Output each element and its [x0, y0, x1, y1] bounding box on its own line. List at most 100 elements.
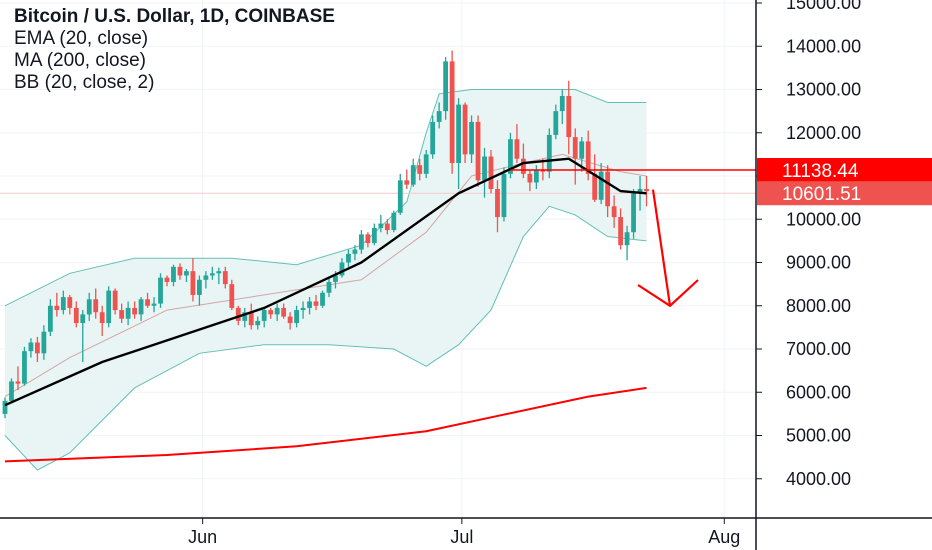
candle-body[interactable]	[339, 262, 345, 276]
candle-body[interactable]	[190, 271, 196, 295]
candle-body[interactable]	[359, 234, 364, 250]
candle-body[interactable]	[605, 171, 611, 207]
candle-body[interactable]	[248, 312, 254, 326]
candle-body[interactable]	[572, 137, 578, 159]
candle-body[interactable]	[138, 299, 144, 315]
candle-body[interactable]	[333, 275, 338, 282]
candle-body[interactable]	[521, 158, 526, 174]
candle-body[interactable]	[203, 275, 209, 280]
candle-body[interactable]	[222, 271, 228, 285]
candle-body[interactable]	[501, 173, 507, 218]
candle-body[interactable]	[585, 141, 591, 174]
candle-body[interactable]	[436, 111, 442, 122]
candle-body[interactable]	[54, 305, 60, 311]
candle-body[interactable]	[527, 173, 533, 183]
candle-body[interactable]	[67, 297, 73, 308]
candle-body[interactable]	[99, 312, 105, 324]
candle-body[interactable]	[268, 310, 274, 315]
candle-body[interactable]	[171, 266, 176, 282]
candle-body[interactable]	[469, 121, 474, 155]
candle-body[interactable]	[164, 277, 170, 282]
candle-body[interactable]	[28, 342, 34, 352]
candle-body[interactable]	[611, 206, 617, 218]
candle-body[interactable]	[300, 307, 306, 311]
candle-body[interactable]	[391, 212, 397, 231]
candle-body[interactable]	[151, 303, 157, 306]
bb-legend[interactable]: BB (20, close, 2)	[14, 72, 155, 93]
candle-body[interactable]	[47, 305, 53, 332]
candle-body[interactable]	[417, 165, 423, 174]
candle-body[interactable]	[404, 180, 410, 185]
resistance-price-tag[interactable]	[757, 158, 932, 183]
candle-body[interactable]	[2, 400, 8, 414]
candle-body[interactable]	[423, 154, 429, 174]
candle-body[interactable]	[579, 141, 585, 159]
candle-body[interactable]	[371, 227, 377, 244]
candle-body[interactable]	[631, 193, 636, 233]
candle-body[interactable]	[229, 284, 235, 308]
candle-body[interactable]	[93, 299, 99, 313]
candle-body[interactable]	[533, 169, 539, 183]
candle-body[interactable]	[553, 111, 559, 135]
candle-body[interactable]	[80, 314, 86, 324]
candle-body[interactable]	[216, 271, 222, 274]
candle-body[interactable]	[158, 277, 163, 304]
candle-body[interactable]	[287, 316, 293, 324]
candle-body[interactable]	[35, 342, 40, 354]
candle-body[interactable]	[9, 381, 14, 401]
arrow-head[interactable]	[637, 279, 699, 308]
candle-body[interactable]	[384, 223, 390, 231]
candle-body[interactable]	[488, 156, 494, 189]
candle-body[interactable]	[637, 188, 643, 194]
candle-body[interactable]	[60, 297, 66, 311]
candle-body[interactable]	[644, 188, 649, 192]
candle-body[interactable]	[592, 173, 598, 200]
candle-body[interactable]	[15, 381, 21, 384]
candle-body[interactable]	[274, 307, 280, 315]
candle-body[interactable]	[410, 165, 416, 185]
candle-body[interactable]	[462, 104, 468, 155]
candle-body[interactable]	[132, 307, 137, 315]
candle-body[interactable]	[86, 299, 92, 315]
candle-body[interactable]	[352, 249, 358, 254]
ema-legend[interactable]: EMA (20, close)	[14, 28, 149, 49]
candle-body[interactable]	[242, 312, 248, 321]
candle-body[interactable]	[145, 299, 150, 306]
candle-body[interactable]	[106, 290, 112, 324]
candle-body[interactable]	[346, 253, 351, 263]
candle-body[interactable]	[313, 301, 319, 306]
candle-body[interactable]	[261, 310, 267, 321]
candle-body[interactable]	[326, 281, 332, 293]
candle-body[interactable]	[235, 307, 241, 321]
candle-body[interactable]	[320, 292, 325, 306]
candle-body[interactable]	[125, 307, 131, 319]
candle-body[interactable]	[365, 234, 371, 244]
candle-body[interactable]	[546, 134, 552, 172]
candle-body[interactable]	[495, 188, 500, 218]
candle-body[interactable]	[514, 139, 520, 159]
candle-body[interactable]	[456, 104, 461, 164]
candle-body[interactable]	[397, 180, 403, 213]
candle-body[interactable]	[449, 61, 455, 164]
candle-body[interactable]	[177, 266, 183, 276]
candle-body[interactable]	[294, 310, 299, 324]
ma-legend[interactable]: MA (200, close)	[14, 50, 146, 71]
candle-body[interactable]	[255, 320, 261, 326]
candle-body[interactable]	[430, 121, 436, 155]
candle-body[interactable]	[598, 171, 604, 200]
candle-body[interactable]	[378, 223, 384, 228]
candle-body[interactable]	[112, 290, 118, 311]
candle-body[interactable]	[119, 310, 125, 319]
candle-body[interactable]	[475, 121, 481, 181]
candle-body[interactable]	[443, 61, 449, 112]
candle-body[interactable]	[618, 217, 623, 246]
candle-body[interactable]	[559, 95, 565, 112]
arrow-shaft[interactable]	[651, 189, 672, 306]
candle-body[interactable]	[624, 232, 630, 246]
candle-body[interactable]	[508, 139, 513, 174]
candle-body[interactable]	[184, 271, 189, 276]
candle-body[interactable]	[22, 351, 27, 384]
candle-body[interactable]	[73, 307, 79, 324]
candle-body[interactable]	[209, 273, 215, 276]
